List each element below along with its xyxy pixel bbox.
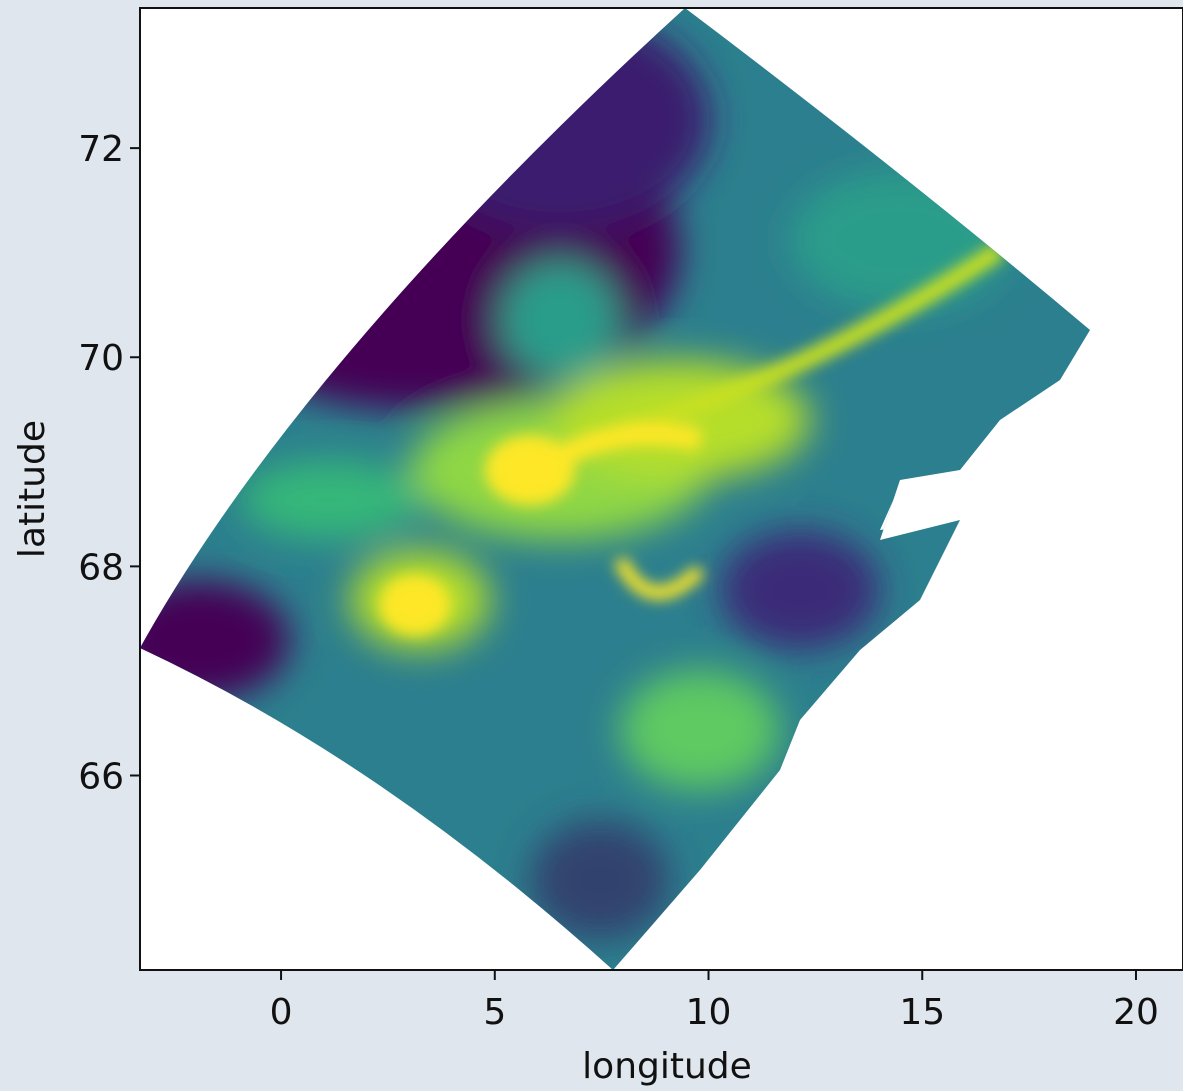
x-axis-label: longitude xyxy=(582,1046,752,1087)
x-tick-label: 0 xyxy=(270,992,293,1033)
y-tick-label: 72 xyxy=(78,129,124,170)
y-tick-label: 68 xyxy=(78,547,124,588)
x-tick-label: 10 xyxy=(686,992,732,1033)
y-tick-label: 70 xyxy=(78,338,124,379)
field-filaments xyxy=(380,242,1005,635)
x-tick-label: 20 xyxy=(1113,992,1159,1033)
y-tick-label: 66 xyxy=(78,757,124,798)
y-axis-label: latitude xyxy=(12,420,53,558)
x-tick-label: 15 xyxy=(899,992,945,1033)
axes-frame xyxy=(139,7,1183,971)
x-tick-label: 5 xyxy=(483,992,506,1033)
